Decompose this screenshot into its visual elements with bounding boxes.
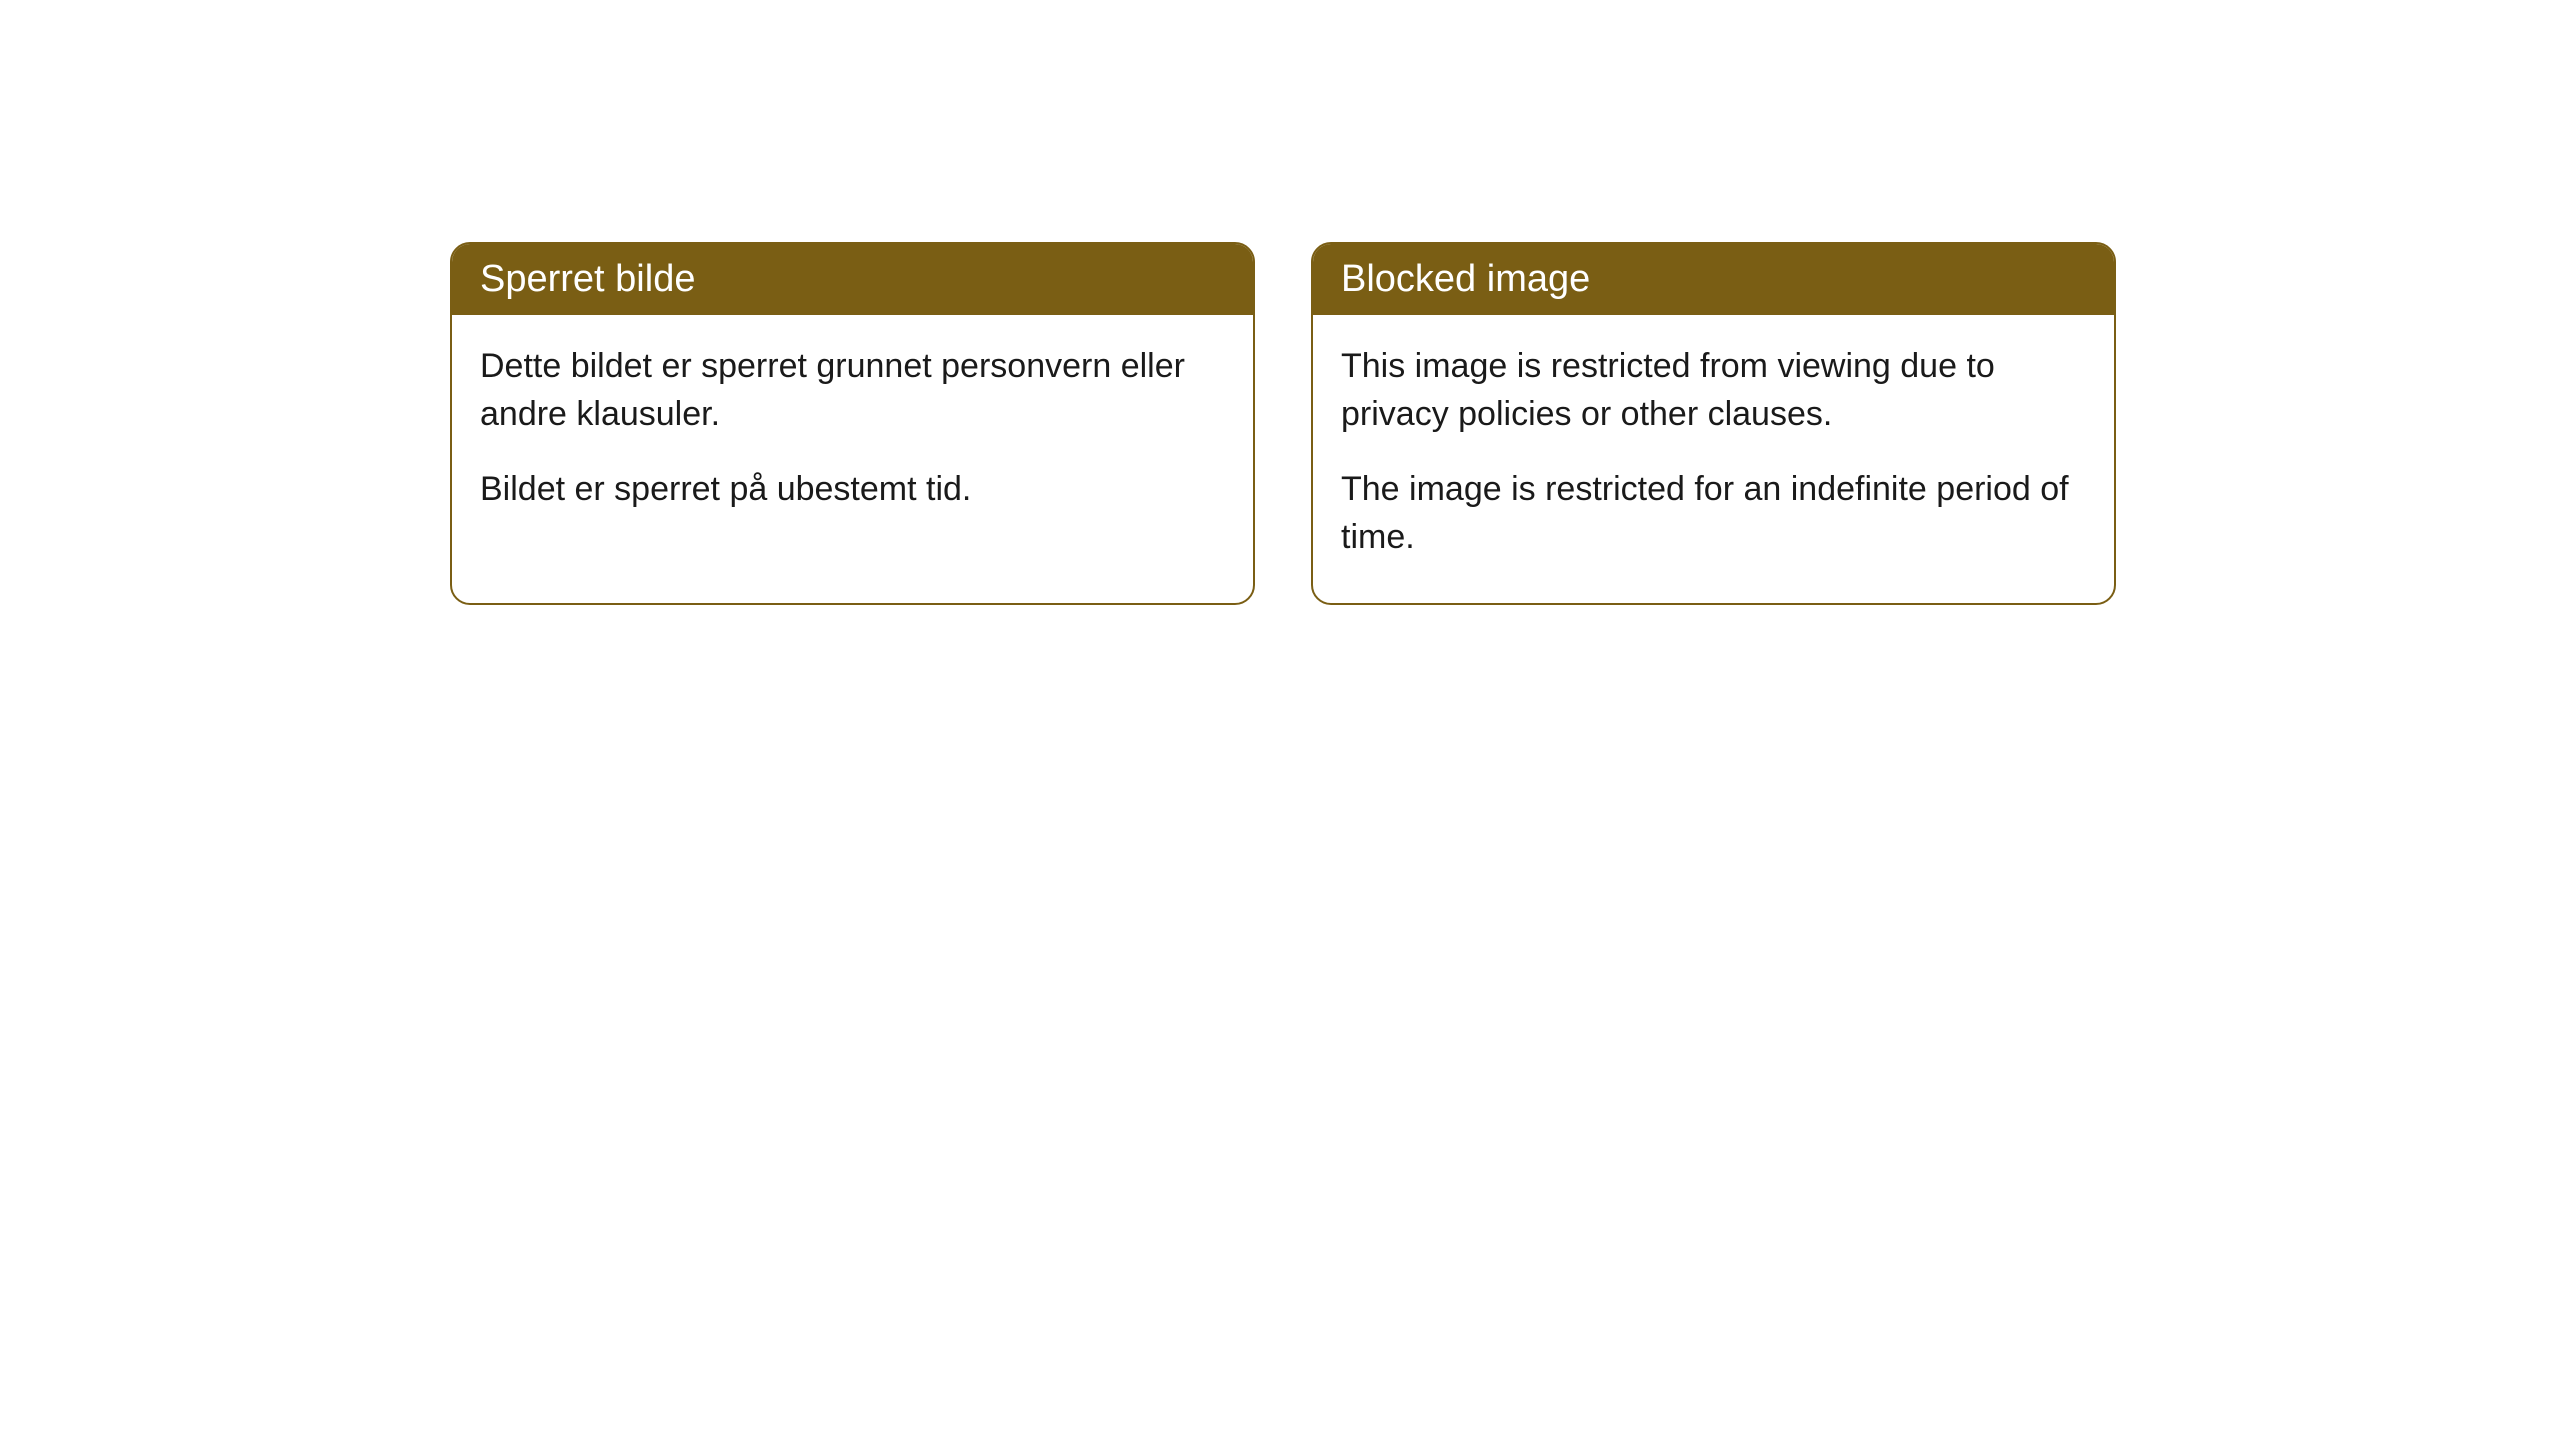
card-paragraph: The image is restricted for an indefinit…	[1341, 466, 2086, 561]
notice-card-norwegian: Sperret bilde Dette bildet er sperret gr…	[450, 242, 1255, 605]
card-paragraph: This image is restricted from viewing du…	[1341, 343, 2086, 438]
card-title: Sperret bilde	[480, 258, 695, 300]
card-header-norwegian: Sperret bilde	[452, 244, 1253, 315]
card-body-norwegian: Dette bildet er sperret grunnet personve…	[452, 315, 1253, 556]
card-paragraph: Bildet er sperret på ubestemt tid.	[480, 466, 1225, 514]
card-paragraph: Dette bildet er sperret grunnet personve…	[480, 343, 1225, 438]
card-title: Blocked image	[1341, 258, 1590, 300]
notice-cards-container: Sperret bilde Dette bildet er sperret gr…	[450, 242, 2116, 605]
notice-card-english: Blocked image This image is restricted f…	[1311, 242, 2116, 605]
card-body-english: This image is restricted from viewing du…	[1313, 315, 2114, 603]
card-header-english: Blocked image	[1313, 244, 2114, 315]
